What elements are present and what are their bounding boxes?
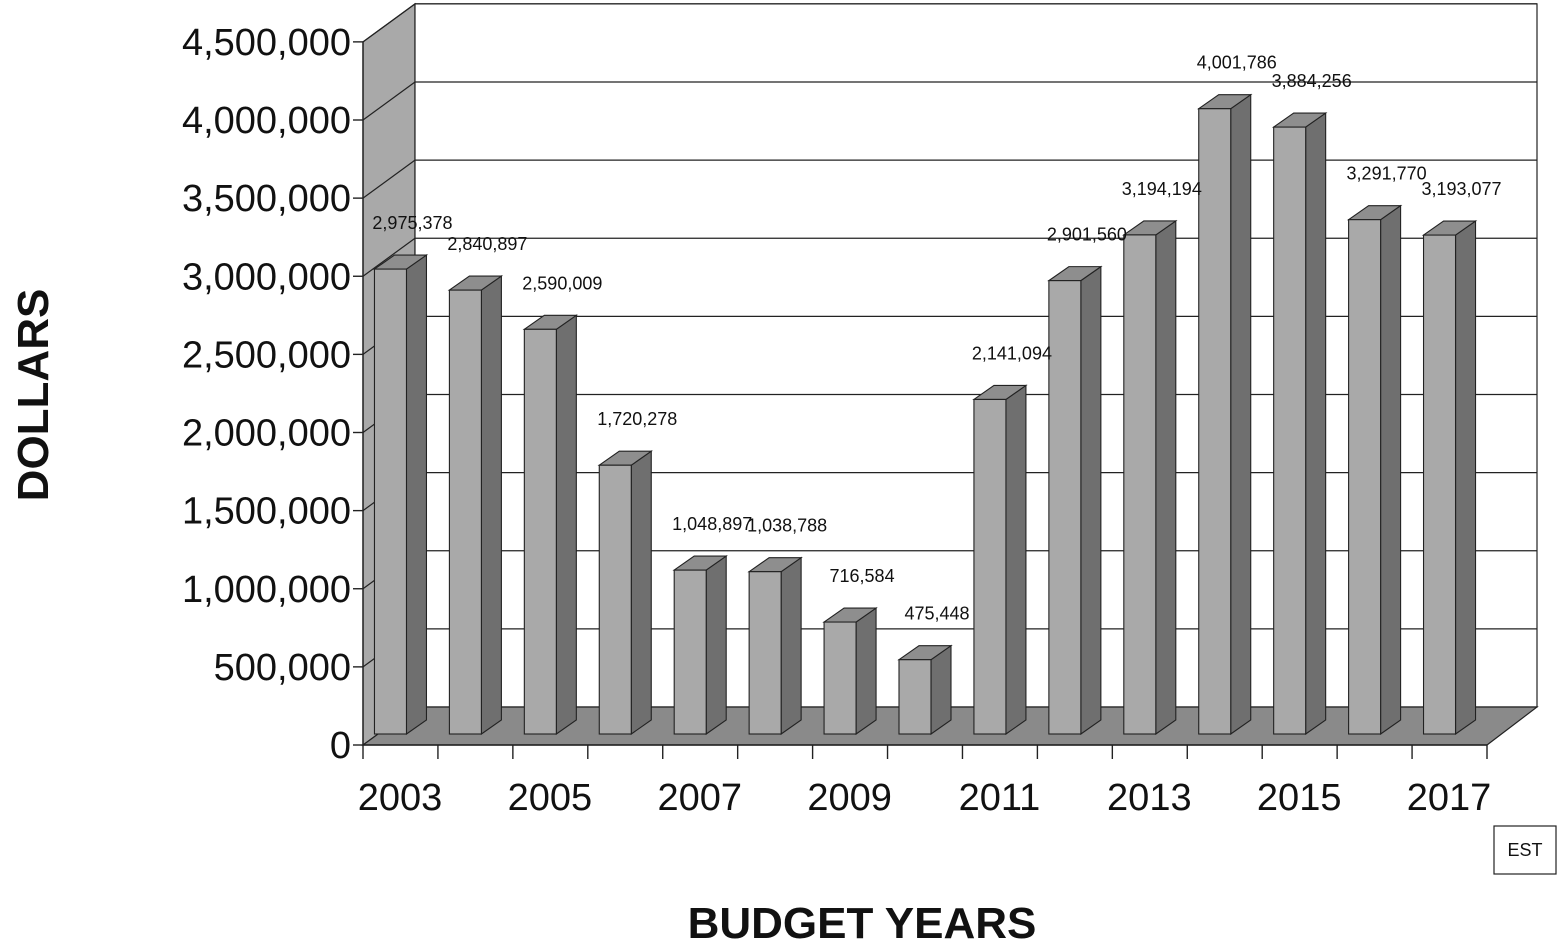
bar-side [1155,219,1177,736]
bar-side [405,254,428,736]
bar-side [555,314,577,736]
bar-side [1305,112,1327,736]
data-label: 3,884,256 [1272,71,1352,91]
bar-front [1123,234,1157,735]
bar-side [1380,204,1402,736]
data-label: 1,048,897 [672,514,752,534]
x-axis-title: BUDGET YEARS [688,899,1037,945]
bar [597,450,654,736]
bar [1346,204,1403,736]
bar-front [523,328,557,735]
x-tick-label: 2007 [657,777,742,819]
y-tick-label: 3,500,000 [182,178,351,220]
y-tick-label: 2,000,000 [182,413,351,455]
bar-side [1080,265,1102,736]
data-label: 4,001,786 [1197,53,1277,73]
estimate-note: EST [1493,825,1557,875]
bar-front [1198,108,1232,735]
data-label: 2,840,897 [447,234,527,254]
bar [1047,265,1103,736]
x-tick-label: 2009 [807,777,892,819]
bar [1196,93,1253,736]
bar-side [630,450,652,736]
data-label: 2,901,560 [1047,225,1127,245]
bars [372,93,1478,736]
bar-front [598,464,632,735]
y-tick-label: 4,500,000 [182,22,351,64]
x-tick-label: 2003 [358,777,443,819]
bar-front [748,571,782,735]
bar [672,555,728,736]
bar [1271,112,1328,736]
gridline-side [362,159,416,199]
y-tick-label: 500,000 [214,647,351,689]
y-tick-label: 3,000,000 [182,256,351,298]
bar [822,606,878,736]
bar-side [1230,93,1252,736]
data-label: 2,590,009 [522,273,602,293]
x-tick-label: 2015 [1257,777,1342,819]
bar-front [898,659,932,735]
data-label: 475,448 [904,604,969,624]
bar-front [1348,219,1382,735]
bar-side [930,644,952,736]
bar-side [780,556,802,736]
y-tick-label: 0 [330,725,351,767]
estimate-note-label: EST [1507,840,1542,860]
bar [372,254,429,736]
bar-side [480,275,502,736]
bar-front [448,289,482,735]
gridline-side [362,3,416,43]
bar-front [1273,126,1307,735]
bar-side [1454,220,1477,736]
data-label: 3,291,770 [1347,164,1427,184]
bar-side [855,606,877,736]
bar-side [705,555,727,736]
bar-front [673,569,707,735]
x-tick-label: 2005 [508,777,593,819]
data-label: 2,975,378 [372,213,452,233]
data-label: 3,194,194 [1122,179,1202,199]
bar-front [1048,280,1082,735]
bar-front [1422,234,1457,735]
x-tick-label: 2013 [1107,777,1192,819]
bar [1122,219,1178,736]
y-axis-title: DOLLARS [9,289,58,502]
bar [897,644,953,736]
data-label: 3,193,077 [1421,179,1501,199]
bar-front [823,621,857,735]
bar-front [373,268,408,735]
bar [447,275,504,736]
x-tick-label: 2017 [1407,777,1492,819]
bar [747,556,803,736]
bar [522,314,579,736]
gridline-side [362,237,416,277]
y-tick-label: 1,000,000 [182,569,351,611]
x-tick-label: 2011 [959,777,1041,819]
data-label: 1,720,278 [597,409,677,429]
data-label: 1,038,788 [747,516,827,536]
y-axis: 0 500,000 1,000,000 1,500,000 2,000,000 2,500… [182,22,364,767]
bar [972,384,1028,736]
data-label: 2,141,094 [972,343,1052,363]
x-axis: 2003 2005 2007 2009 2011 2013 2015 2017 [358,744,1492,819]
bar-front [973,398,1007,735]
bar-side [1005,384,1027,736]
bar [1421,220,1478,736]
gridline-side [362,81,416,121]
y-tick-label: 1,500,000 [182,491,351,533]
data-label: 716,584 [830,566,895,586]
y-tick-label: 2,500,000 [182,334,351,376]
y-tick-label: 4,000,000 [182,100,351,142]
